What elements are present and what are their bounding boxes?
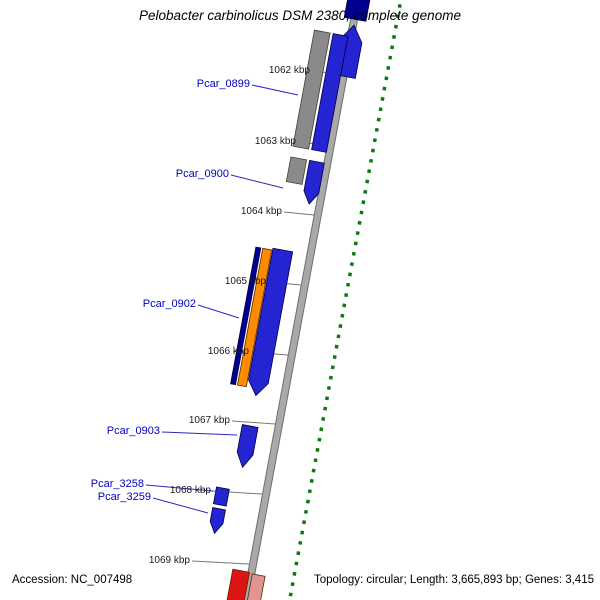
gene-label-pcar0900[interactable]: Pcar_0900 — [175, 168, 229, 180]
leader-pcar0899 — [251, 84, 299, 96]
label-leader-lines — [145, 84, 299, 514]
feature-stripe-navy-pcar0902[interactable] — [230, 246, 262, 386]
ruler-label-1067: 1067 kbp — [188, 415, 230, 426]
feature-cog-gray-pcar0899[interactable] — [292, 29, 331, 150]
feature-gene-pcar3258[interactable] — [212, 486, 230, 507]
ruler-label-1065: 1065 kbp — [224, 276, 266, 287]
leader-pcar0900 — [230, 174, 284, 189]
genome-track — [208, 0, 406, 600]
genome-backbone — [237, 0, 367, 600]
ruler-label-1068: 1068 kbp — [169, 485, 211, 496]
feature-gene-pink-bottom[interactable] — [241, 573, 266, 600]
gene-label-pcar3259[interactable]: Pcar_3259 — [97, 491, 151, 503]
ruler-label-1069: 1069 kbp — [148, 555, 190, 566]
ruler-tick-1064 — [283, 211, 315, 216]
feature-navy-cap[interactable] — [343, 0, 371, 22]
ruler-label-1062: 1062 kbp — [268, 65, 310, 76]
map-title: Pelobacter carbinolicus DSM 2380, comple… — [139, 8, 461, 23]
leader-pcar0903 — [161, 431, 238, 436]
ruler-tick-1067 — [231, 420, 276, 425]
ruler-label-1066: 1066 kbp — [207, 346, 249, 357]
ruler-label-1064: 1064 kbp — [240, 206, 282, 217]
gene-label-pcar3258[interactable]: Pcar_3258 — [90, 478, 144, 490]
feature-cog-orange-pcar0902[interactable] — [236, 247, 273, 388]
gene-label-pcar0902[interactable]: Pcar_0902 — [142, 298, 196, 310]
genome-stats-text: Topology: circular; Length: 3,665,893 bp… — [313, 574, 594, 586]
leader-pcar0902 — [197, 304, 240, 319]
leader-pcar3259 — [152, 497, 209, 514]
gene-label-pcar0899[interactable]: Pcar_0899 — [196, 78, 250, 90]
feature-cog-gray-pcar0900[interactable] — [285, 156, 308, 185]
ruler-tick-1069 — [191, 560, 250, 565]
feature-gene-pcar0902[interactable] — [246, 247, 294, 397]
ruler-label-1063: 1063 kbp — [254, 136, 296, 147]
leader-pcar3258 — [145, 484, 214, 492]
feature-gene-pcar3259[interactable] — [208, 507, 226, 535]
gene-label-pcar0903[interactable]: Pcar_0903 — [106, 425, 160, 437]
accession-text: Accession: NC_007498 — [12, 574, 133, 586]
feature-gene-red-bottom[interactable] — [222, 568, 250, 600]
feature-gene-pcar0903[interactable] — [235, 424, 259, 469]
feature-gene-pcar0900[interactable] — [302, 159, 325, 205]
feature-gene-pcar0899[interactable] — [311, 33, 349, 153]
